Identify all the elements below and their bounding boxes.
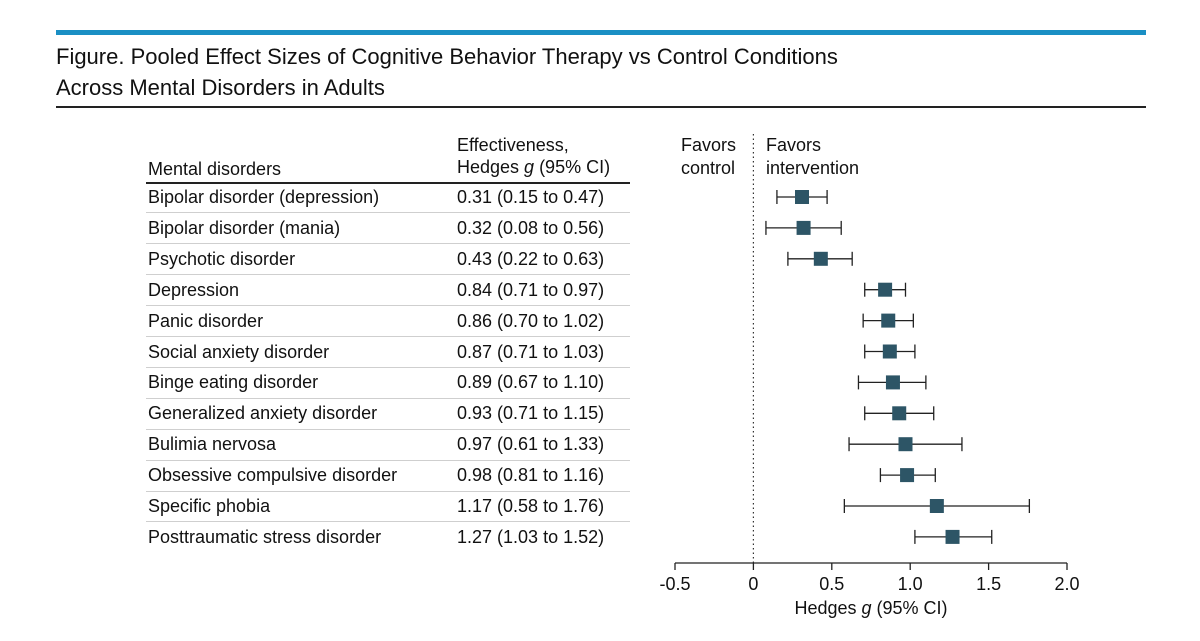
point-estimate-marker (929, 499, 944, 513)
row-effect-value: 0.31 (0.15 to 0.47) (457, 187, 605, 207)
row-separator (146, 491, 630, 492)
row-effect-value: 0.93 (0.71 to 1.15) (457, 403, 605, 424)
row-effect-value: 0.84 (0.71 to 0.97) (457, 279, 605, 300)
row-separator (146, 274, 630, 275)
point-estimate-marker (892, 406, 907, 421)
row-label: Bipolar disorder (depression) (148, 187, 380, 207)
x-tick-label: 1.0 (898, 574, 923, 594)
favors-intervention-line-1: Favors (766, 135, 822, 155)
row-separator (146, 460, 630, 461)
x-tick-label: 2.0 (1054, 574, 1079, 594)
column-header-effectiveness-line-1: Effectiveness, (457, 135, 569, 155)
x-tick-label: -0.5 (659, 574, 690, 594)
row-label: Panic disorder (148, 310, 264, 331)
row-effect-value: 0.87 (0.71 to 1.03) (457, 341, 605, 362)
row-label: Psychotic disorder (148, 248, 296, 269)
row-separator (146, 305, 630, 306)
row-label: Posttraumatic stress disorder (148, 526, 382, 547)
point-estimate-marker (945, 529, 960, 544)
title-rule (56, 106, 1146, 108)
row-separator (146, 212, 630, 213)
point-estimate-marker (900, 468, 915, 483)
point-estimate-marker (878, 282, 893, 297)
column-header-effectiveness-line-2: Hedges g (95% CI) (457, 156, 610, 178)
row-effect-value: 0.89 (0.67 to 1.10) (457, 372, 605, 393)
favors-control-line-2: control (681, 158, 736, 178)
point-estimate-marker (796, 220, 811, 235)
figure-title-line-2: Across Mental Disorders in Adults (56, 75, 385, 100)
hedges-g-symbol: g (524, 157, 535, 177)
row-effect-value: 0.98 (0.81 to 1.16) (457, 465, 605, 486)
point-estimate-marker (898, 437, 913, 452)
row-label: Obsessive compulsive disorder (148, 465, 398, 486)
row-label: Depression (148, 279, 240, 300)
row-effect-value: 1.17 (0.58 to 1.76) (457, 496, 605, 516)
row-separator (146, 429, 630, 430)
favors-intervention-label: Favors intervention (766, 134, 859, 180)
row-label: Generalized anxiety disorder (148, 403, 378, 424)
row-separator (146, 398, 630, 399)
column-header-disorders: Mental disorders (148, 159, 282, 179)
row-label: Binge eating disorder (148, 372, 319, 393)
row-label: Specific phobia (148, 496, 271, 516)
favors-intervention-line-2: intervention (766, 158, 860, 178)
row-separator (146, 243, 630, 244)
row-separator (146, 521, 630, 522)
figure-title: Figure. Pooled Effect Sizes of Cognitive… (56, 41, 1146, 103)
ci-word: (95% CI) (534, 157, 611, 177)
point-estimate-marker (882, 344, 897, 359)
row-effect-value: 0.97 (0.61 to 1.33) (457, 434, 605, 455)
figure-title-line-1: Figure. Pooled Effect Sizes of Cognitive… (56, 44, 838, 69)
table-header-rule (146, 182, 630, 184)
row-label: Bulimia nervosa (148, 434, 277, 455)
hedges-word: Hedges (457, 157, 525, 177)
title-accent-bar (56, 30, 1146, 35)
row-label: Bipolar disorder (mania) (148, 217, 341, 238)
column-header-effectiveness: Effectiveness, Hedges g (95% CI) (457, 134, 610, 178)
row-separator (146, 336, 630, 337)
x-axis-label: Hedges g (95% CI) (794, 598, 947, 618)
point-estimate-marker (881, 313, 896, 328)
point-estimate-marker (885, 375, 900, 390)
point-estimate-marker (795, 190, 810, 204)
row-effect-value: 0.43 (0.22 to 0.63) (457, 248, 605, 269)
row-effect-value: 1.27 (1.03 to 1.52) (457, 526, 605, 547)
point-estimate-marker (813, 251, 828, 266)
x-tick-label: 0.5 (819, 574, 844, 594)
favors-control-label: Favors control (681, 134, 736, 180)
x-tick-label: 0 (748, 574, 758, 594)
x-tick-label: 1.5 (976, 574, 1001, 594)
row-label: Social anxiety disorder (148, 341, 330, 362)
row-effect-value: 0.86 (0.70 to 1.02) (457, 310, 605, 331)
favors-control-line-1: Favors (681, 135, 737, 155)
row-effect-value: 0.32 (0.08 to 0.56) (457, 217, 605, 238)
row-separator (146, 367, 630, 368)
